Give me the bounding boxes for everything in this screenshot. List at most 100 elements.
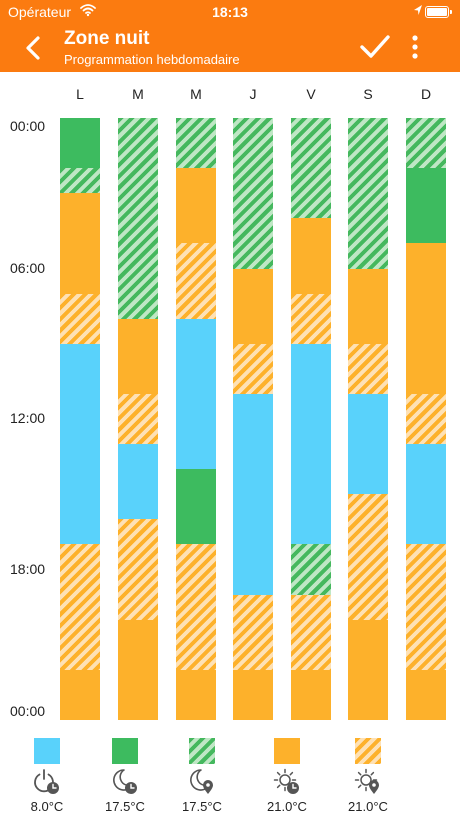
- legend-temperature: 17.5°C: [182, 799, 222, 814]
- schedule-segment-eco-override-mode[interactable]: [233, 118, 273, 269]
- schedule-segment-eco-override-mode[interactable]: [118, 118, 158, 319]
- schedule-segment-eco-override-mode[interactable]: [348, 118, 388, 269]
- schedule-segment-comfort-override-mode[interactable]: [406, 544, 446, 670]
- day-column[interactable]: [176, 118, 216, 720]
- confirm-button[interactable]: [358, 32, 392, 62]
- schedule-segment-eco-override-mode[interactable]: [291, 544, 331, 595]
- wifi-icon: [80, 3, 96, 20]
- day-label: J: [249, 86, 257, 102]
- schedule-segment-frost-mode[interactable]: [348, 393, 388, 495]
- schedule-segment-comfort-override-mode[interactable]: [291, 594, 331, 670]
- day-column[interactable]: [348, 118, 388, 720]
- status-bar: Opérateur 18:13: [0, 0, 460, 24]
- schedule-segment-comfort-override-mode[interactable]: [60, 544, 100, 670]
- legend-swatch: [274, 738, 300, 764]
- schedule-segment-comfort-mode[interactable]: [406, 669, 446, 720]
- schedule-segment-comfort-mode[interactable]: [176, 669, 216, 720]
- day-label: S: [363, 86, 373, 102]
- schedule-segment-comfort-mode[interactable]: [118, 318, 158, 394]
- schedule-segment-eco-mode[interactable]: [406, 168, 446, 244]
- schedule-segment-comfort-override-mode[interactable]: [233, 594, 273, 670]
- schedule-segment-frost-mode[interactable]: [291, 343, 331, 545]
- page-title: Zone nuit: [64, 28, 150, 49]
- schedule-segment-eco-override-mode[interactable]: [291, 118, 331, 219]
- schedule-segment-comfort-override-mode[interactable]: [118, 393, 158, 445]
- sun-location-icon: [353, 767, 383, 797]
- legend-temperature: 17.5°C: [105, 799, 145, 814]
- legend-temperature: 8.0°C: [30, 799, 64, 814]
- schedule-segment-comfort-override-mode[interactable]: [348, 343, 388, 394]
- day-column[interactable]: [118, 118, 158, 720]
- moon-location-icon: [187, 767, 217, 797]
- clock-label: 18:13: [212, 4, 248, 20]
- time-label: 18:00: [10, 561, 46, 577]
- mode-legend: 8.0°C 17.5°C 17.5°C 21.0°C 21.0°C: [0, 735, 460, 815]
- schedule-segment-eco-override-mode[interactable]: [60, 168, 100, 194]
- day-column[interactable]: [60, 118, 100, 720]
- schedule-segment-frost-mode[interactable]: [406, 444, 446, 545]
- location-arrow-icon: [413, 3, 423, 20]
- checkmark-icon: [360, 35, 390, 58]
- legend-swatch: [34, 738, 60, 764]
- schedule-segment-eco-override-mode[interactable]: [406, 118, 446, 169]
- schedule-segment-comfort-mode[interactable]: [291, 669, 331, 720]
- schedule-segment-comfort-mode[interactable]: [233, 669, 273, 720]
- legend-swatch: [112, 738, 138, 764]
- legend-item-eco-override-mode[interactable]: 17.5°C: [172, 735, 232, 815]
- schedule-segment-frost-mode[interactable]: [60, 343, 100, 545]
- legend-swatch: [189, 738, 215, 764]
- schedule-segment-comfort-override-mode[interactable]: [60, 293, 100, 344]
- legend-item-comfort-override-mode[interactable]: 21.0°C: [338, 735, 398, 815]
- legend-temperature: 21.0°C: [267, 799, 307, 814]
- schedule-segment-eco-override-mode[interactable]: [176, 118, 216, 169]
- schedule-segment-comfort-mode[interactable]: [291, 218, 331, 294]
- schedule-segment-comfort-override-mode[interactable]: [233, 343, 273, 394]
- power-clock-icon: [32, 767, 62, 797]
- schedule-segment-comfort-override-mode[interactable]: [291, 293, 331, 344]
- day-label: D: [420, 86, 432, 102]
- legend-swatch: [355, 738, 381, 764]
- time-label: 06:00: [10, 260, 46, 276]
- schedule-segment-comfort-mode[interactable]: [406, 243, 446, 394]
- day-column[interactable]: [291, 118, 331, 720]
- schedule-segment-frost-mode[interactable]: [176, 318, 216, 470]
- schedule-segment-eco-mode[interactable]: [60, 118, 100, 169]
- day-column[interactable]: [406, 118, 446, 720]
- chevron-left-icon: [26, 36, 40, 60]
- schedule-segment-frost-mode[interactable]: [233, 393, 273, 595]
- schedule-segment-comfort-mode[interactable]: [176, 168, 216, 244]
- moon-clock-icon: [110, 767, 140, 797]
- time-label: 12:00: [10, 410, 46, 426]
- schedule-segment-comfort-override-mode[interactable]: [406, 393, 446, 445]
- time-axis: 00:00 06:00 12:00 18:00 00:00: [0, 0, 60, 818]
- schedule-segment-eco-mode[interactable]: [176, 469, 216, 545]
- schedule-segment-comfort-mode[interactable]: [118, 619, 158, 720]
- legend-temperature: 21.0°C: [348, 799, 388, 814]
- schedule-segment-comfort-override-mode[interactable]: [176, 544, 216, 670]
- schedule-segment-comfort-mode[interactable]: [60, 669, 100, 720]
- carrier-label: Opérateur: [8, 4, 72, 20]
- legend-item-comfort-mode[interactable]: 21.0°C: [257, 735, 317, 815]
- schedule-segment-comfort-override-mode[interactable]: [348, 494, 388, 620]
- page-subtitle: Programmation hebdomadaire: [64, 52, 240, 67]
- schedule-segment-comfort-override-mode[interactable]: [176, 243, 216, 319]
- legend-item-frost-mode[interactable]: 8.0°C: [17, 735, 77, 815]
- day-label: L: [76, 86, 84, 102]
- schedule-segment-comfort-override-mode[interactable]: [118, 519, 158, 620]
- schedule-segment-comfort-mode[interactable]: [60, 193, 100, 294]
- schedule-segment-comfort-mode[interactable]: [233, 268, 273, 344]
- more-options-button[interactable]: [404, 32, 426, 62]
- legend-item-eco-mode[interactable]: 17.5°C: [95, 735, 155, 815]
- day-label: V: [306, 86, 316, 102]
- day-label: M: [190, 86, 202, 102]
- back-button[interactable]: [20, 34, 48, 62]
- schedule-segment-frost-mode[interactable]: [118, 444, 158, 520]
- sun-clock-icon: [272, 767, 302, 797]
- day-column[interactable]: [233, 118, 273, 720]
- schedule-segment-comfort-mode[interactable]: [348, 619, 388, 720]
- schedule-segment-comfort-mode[interactable]: [348, 268, 388, 344]
- time-label: 00:00: [10, 703, 46, 719]
- time-label: 00:00: [10, 118, 46, 134]
- header-bar: Zone nuit Programmation hebdomadaire: [0, 24, 460, 72]
